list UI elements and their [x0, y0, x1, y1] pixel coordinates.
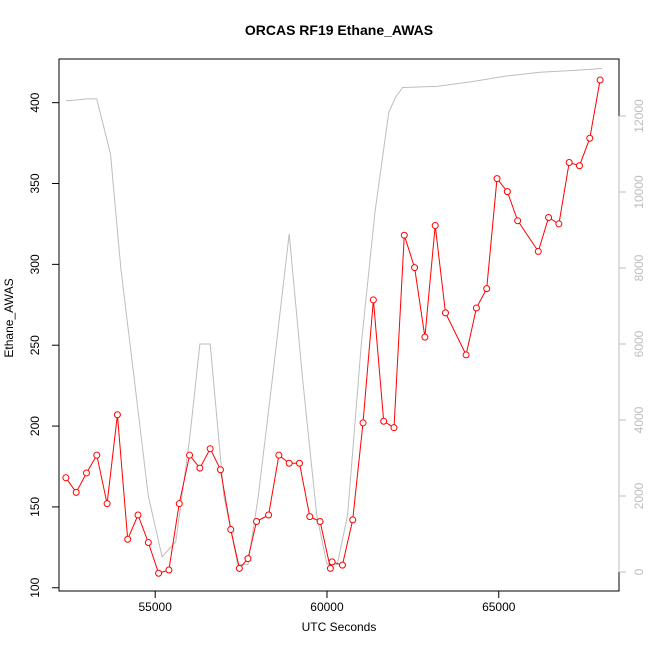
- data-point: [316, 517, 324, 525]
- data-point: [411, 264, 419, 272]
- data-point: [295, 459, 303, 467]
- data-point: [462, 351, 470, 359]
- data-point: [103, 500, 111, 508]
- chart-title: ORCAS RF19 Ethane_AWAS: [245, 22, 433, 38]
- data-point: [216, 466, 224, 474]
- y-tick-label: 350: [28, 173, 42, 193]
- y-tick-label: 150: [28, 497, 42, 517]
- y2-tick-label: 0: [632, 568, 646, 575]
- data-point: [244, 555, 252, 563]
- data-point: [235, 564, 243, 572]
- data-point: [400, 231, 408, 239]
- y-axis-label: Ethane_AWAS: [2, 278, 16, 357]
- data-point: [196, 464, 204, 472]
- y-tick-label: 100: [28, 577, 42, 597]
- data-point: [175, 500, 183, 508]
- data-point: [155, 569, 163, 577]
- data-point: [82, 469, 90, 477]
- data-point: [555, 220, 563, 228]
- y-tick-label: 250: [28, 335, 42, 355]
- data-point: [328, 558, 336, 566]
- data-point: [265, 511, 273, 519]
- data-point: [575, 162, 583, 170]
- data-point: [62, 474, 70, 482]
- x-tick-label: 55000: [139, 600, 173, 614]
- data-point: [338, 561, 346, 569]
- x-tick-label: 60000: [310, 600, 344, 614]
- data-point: [369, 296, 377, 304]
- data-point: [113, 411, 121, 419]
- y-tick-label: 400: [28, 92, 42, 112]
- data-point: [534, 247, 542, 255]
- data-point: [545, 213, 553, 221]
- data-point: [421, 333, 429, 341]
- data-point: [493, 175, 501, 183]
- data-point: [93, 451, 101, 459]
- y2-tick-label: 4000: [632, 406, 646, 433]
- data-point: [275, 451, 283, 459]
- data-point: [253, 517, 261, 525]
- data-point: [390, 424, 398, 432]
- plot-frame: [58, 58, 620, 592]
- y-tick-label: 200: [28, 416, 42, 436]
- series-line-right: [65, 68, 602, 565]
- y2-tick-label: 10000: [632, 175, 646, 209]
- data-point: [306, 513, 314, 521]
- data-point: [227, 526, 235, 534]
- data-point: [380, 417, 388, 425]
- y2-tick-label: 12000: [632, 99, 646, 133]
- data-point: [349, 516, 357, 524]
- data-point: [359, 419, 367, 427]
- y2-tick-label: 6000: [632, 330, 646, 357]
- data-point: [442, 309, 450, 317]
- x-axis-label: UTC Seconds: [302, 620, 377, 634]
- series-line-left: [65, 79, 601, 574]
- data-point: [144, 538, 152, 546]
- data-point: [285, 459, 293, 467]
- y2-tick-label: 8000: [632, 254, 646, 281]
- data-point: [503, 188, 511, 196]
- data-point: [326, 564, 334, 572]
- x-tick-label: 65000: [482, 600, 516, 614]
- data-point: [134, 511, 142, 519]
- plot-area: 55000 60000 650001001502002503003504000200…: [28, 58, 646, 614]
- data-point: [514, 217, 522, 225]
- data-point: [565, 158, 573, 166]
- data-point: [472, 304, 480, 312]
- y2-tick-label: 2000: [632, 482, 646, 509]
- data-point: [186, 451, 194, 459]
- data-point: [596, 76, 604, 84]
- data-point: [206, 445, 214, 453]
- data-point: [72, 488, 80, 496]
- data-point: [483, 285, 491, 293]
- data-point: [431, 222, 439, 230]
- data-point: [124, 535, 132, 543]
- y-tick-label: 300: [28, 254, 42, 274]
- data-point: [165, 566, 173, 574]
- data-point: [586, 134, 594, 142]
